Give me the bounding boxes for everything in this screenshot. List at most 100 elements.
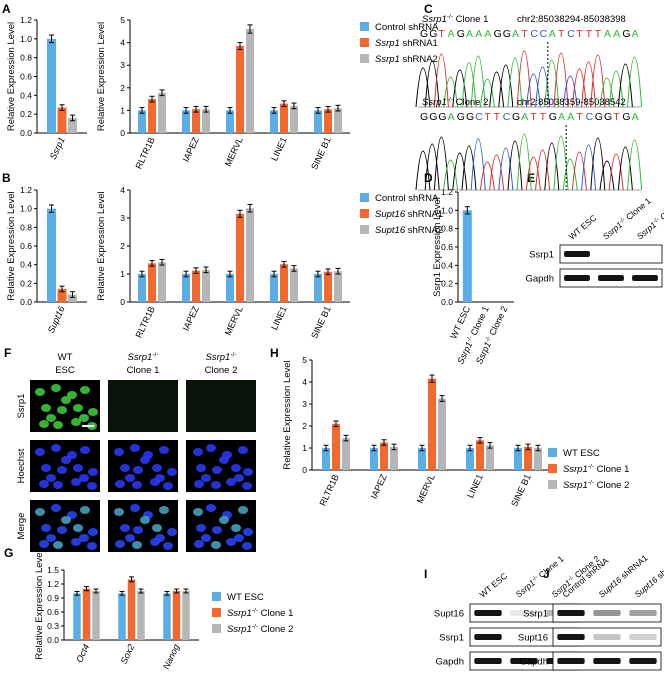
- cell-nucleus: [67, 391, 77, 399]
- bar-rltr1b-s2: [148, 263, 156, 302]
- bar-line1-s3: [290, 105, 298, 133]
- y-axis-label: Relative Expression Level: [96, 191, 107, 300]
- bar-sine-b1-s2: [324, 109, 332, 133]
- blot-row-label: Supt16: [434, 609, 464, 620]
- x-tick-label: MERVL: [223, 305, 245, 337]
- base-call: G: [438, 111, 446, 123]
- bar-line1-s1: [466, 448, 474, 470]
- trace-peak: [608, 70, 624, 108]
- trace-peak: [599, 160, 615, 191]
- x-tick-label: Sox2: [119, 643, 137, 666]
- cell-nucleus: [219, 456, 229, 464]
- y-tick-label: 2: [120, 241, 125, 251]
- legend-label: Control shRNA: [375, 22, 439, 33]
- trace-peak: [562, 75, 578, 108]
- cell-nucleus: [61, 516, 71, 524]
- cell-nucleus: [231, 524, 241, 532]
- cell-nucleus: [120, 524, 130, 532]
- y-tick-label: 2: [120, 83, 125, 93]
- y-axis-label: Ssrp1 Expression Level: [432, 197, 443, 297]
- legend-swatch: [360, 225, 369, 234]
- micro-image: [186, 380, 256, 432]
- legend: Control shRNA Supt16 shRNA1 Supt16 shRNA2: [360, 193, 443, 236]
- trace-peak: [571, 68, 587, 108]
- cell-nucleus: [219, 516, 229, 524]
- cell-nucleus: [88, 468, 98, 476]
- cell-nucleus: [73, 524, 83, 532]
- trace-peak: [525, 73, 541, 108]
- bar-mervl-s2: [428, 378, 436, 470]
- y-tick-label: 0: [120, 128, 125, 138]
- blot-row-label: Gapdh: [435, 657, 464, 668]
- cell-nucleus: [79, 534, 89, 542]
- micro-empty-signal: [108, 380, 178, 432]
- blot-band: [593, 634, 621, 640]
- y-tick-label: 0.6: [47, 607, 59, 617]
- blot-row-label: Gapdh: [525, 274, 554, 285]
- micro-image: [30, 500, 100, 552]
- blot-row-label: Supt16: [518, 633, 548, 644]
- bar-sox2-s1: [118, 593, 126, 640]
- chart-b-right: 0 1 2 3 4 Relative Expression Level RLTR1B IAPE…: [96, 185, 350, 340]
- legend-label: Supt16 shRNA2: [375, 225, 443, 236]
- micro-image: [108, 500, 178, 552]
- base-call: C: [475, 111, 483, 123]
- bar-sine-b1-s1: [514, 448, 522, 470]
- legend-swatch: [212, 608, 221, 617]
- base-call: T: [540, 111, 547, 123]
- blot-row-frame: [559, 244, 663, 264]
- cell-nucleus: [41, 524, 51, 532]
- base-call: A: [521, 111, 528, 123]
- x-tick-label: RLTR1B: [133, 136, 156, 171]
- x-tick-label: LINE1: [269, 136, 289, 163]
- bar-line1-s1: [270, 274, 278, 302]
- legend-label: Ssrp1-/- Clone 2: [563, 480, 629, 492]
- base-call: A: [632, 111, 639, 123]
- bar-sine-b1-s3: [334, 271, 342, 302]
- trace-peak: [599, 77, 615, 108]
- x-tick-label: MERVL: [223, 136, 245, 168]
- x-tick-label: SINE B1: [509, 473, 533, 509]
- micro-column-sublabel: Clone 2: [205, 365, 238, 376]
- y-tick-label: 0.4: [441, 260, 453, 270]
- y-tick-label: 3: [302, 399, 307, 409]
- trace-peak: [627, 139, 643, 191]
- cell-nucleus: [242, 542, 252, 550]
- trace-peak: [443, 159, 459, 191]
- blot-band: [632, 275, 658, 281]
- cell-nucleus: [133, 526, 143, 534]
- bar-mervl-s3: [246, 208, 254, 302]
- cell-nucleus: [67, 511, 77, 519]
- legend-label: Ssrp1-/- Clone 1: [227, 608, 293, 620]
- bar-mervl-s3: [246, 29, 254, 133]
- cell-nucleus: [53, 421, 63, 429]
- cell-nucleus: [87, 482, 97, 490]
- trace-peak: [535, 66, 551, 108]
- bar-nanog-s1: [163, 593, 171, 640]
- cell-nucleus: [35, 508, 45, 516]
- trace-peak: [581, 61, 597, 108]
- trace-peak: [535, 149, 551, 191]
- micro-column-label: Ssrp1-/-: [206, 352, 237, 364]
- cell-nucleus: [35, 448, 45, 456]
- cell-nucleus: [41, 404, 51, 412]
- base-call: T: [595, 28, 602, 40]
- cell-nucleus: [167, 468, 177, 476]
- base-call: C: [503, 111, 511, 123]
- cell-nucleus: [226, 538, 236, 546]
- base-call: T: [494, 111, 501, 123]
- y-tick-label: 0.0: [441, 297, 453, 307]
- base-call: G: [622, 111, 630, 123]
- bar-rltr1b-s1: [138, 110, 146, 133]
- blot-band: [598, 275, 624, 281]
- cell-nucleus: [53, 481, 63, 489]
- y-tick-label: 0.2: [20, 278, 32, 288]
- legend-swatch: [360, 209, 369, 218]
- bar-sine-b1-s1: [314, 110, 322, 133]
- base-call: A: [632, 28, 639, 40]
- micro-column-label: WT: [58, 352, 73, 363]
- superscript: -/-: [485, 335, 493, 343]
- y-tick-label: 1.0: [20, 204, 32, 214]
